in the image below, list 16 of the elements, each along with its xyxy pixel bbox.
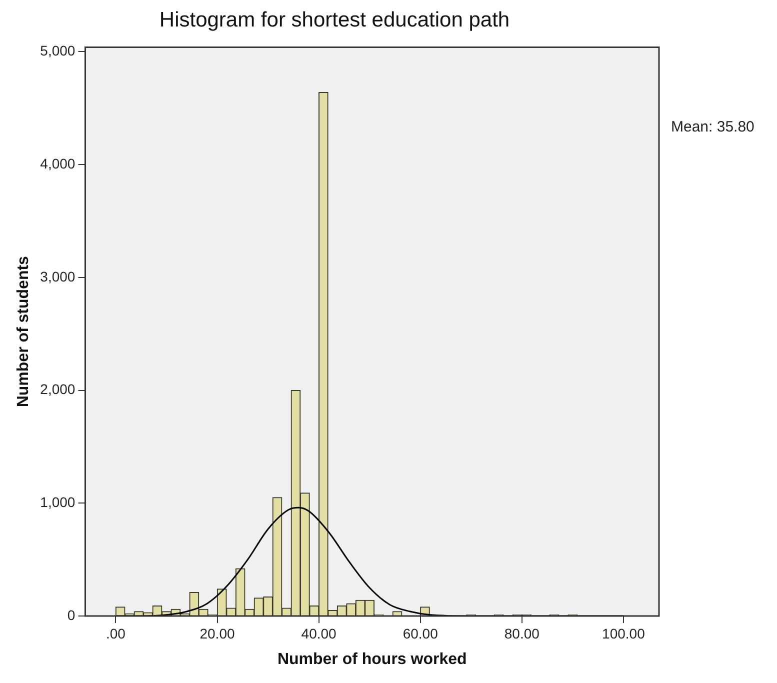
y-tick-label: 2,000: [40, 381, 76, 398]
x-tick-label: 100.00: [602, 625, 646, 642]
y-tick-label: 1,000: [40, 494, 76, 510]
x-tick-label: 40.00: [301, 625, 337, 642]
chart-title: Histogram for shortest education path: [159, 8, 510, 32]
x-tick-label: 80.00: [504, 625, 540, 642]
x-tick-label: 60.00: [402, 625, 438, 642]
y-tick-label: 3,000: [40, 268, 76, 284]
y-axis-title: Number of students: [15, 256, 32, 408]
y-tick-label: 4,000: [40, 155, 76, 172]
x-tick-label: .00: [106, 625, 126, 642]
x-axis-title: Number of hours worked: [277, 650, 467, 668]
y-tick-label: 0: [67, 606, 76, 623]
text: Mean: 35.80: [671, 118, 754, 136]
x-tick-label: 20.00: [200, 625, 235, 642]
y-tick-label: 5,000: [40, 42, 76, 59]
